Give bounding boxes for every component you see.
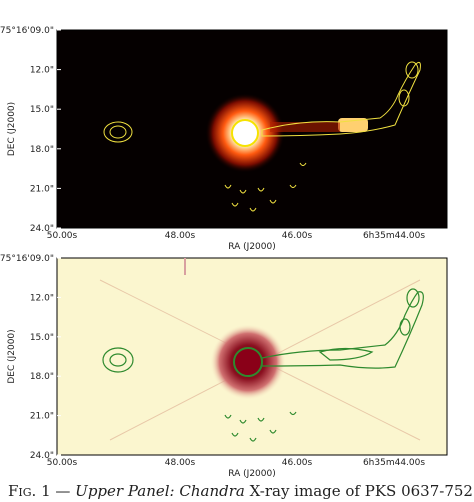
optical-image — [56, 257, 448, 456]
y-tick-label: 21.0" — [30, 184, 54, 194]
caption: Fig. 1 — Upper Panel: Chandra X-ray imag… — [8, 482, 474, 500]
caption-part: Upper Panel: — [75, 482, 175, 500]
y-tick-label: 12.0" — [30, 66, 54, 76]
y-tick-label: 18.0" — [30, 145, 54, 155]
y-axis-label: DEC (J2000) — [7, 329, 17, 383]
caption-part: Chandra — [179, 482, 245, 500]
y-tick-label: 12.0" — [30, 293, 54, 303]
x-tick-label: 50.00s — [47, 231, 78, 241]
y-tick-label: 18.0" — [30, 372, 54, 382]
caption-part: X-ray image of PKS 0637-752 — [244, 482, 473, 500]
y-tick-label: 21.0" — [30, 412, 54, 422]
x-axis-label: RA (J2000) — [228, 242, 276, 252]
xray-image — [56, 29, 448, 229]
figure: -75°16'09.0"12.0"15.0"18.0"21.0"24.0"50.… — [0, 26, 448, 479]
x-tick-label: 46.00s — [282, 458, 313, 468]
x-tick-label: 46.00s — [282, 231, 313, 241]
x-tick-label: 48.00s — [165, 231, 196, 241]
x-axis-label: RA (J2000) — [228, 469, 276, 479]
caption-part: Fig. 1 — [8, 482, 51, 500]
y-tick-label: 24.0" — [30, 451, 54, 461]
x-tick-label: 48.00s — [165, 458, 196, 468]
x-tick-label: 50.00s — [47, 458, 78, 468]
x-tick-label: 6h35m44.00s — [363, 231, 425, 241]
y-tick-label: -75°16'09.0" — [0, 26, 54, 36]
y-tick-label: 15.0" — [30, 105, 54, 115]
caption-part: — — [50, 482, 76, 500]
y-tick-label: 24.0" — [30, 224, 54, 234]
x-tick-label: 6h35m44.00s — [363, 458, 425, 468]
y-tick-label: 15.0" — [30, 333, 54, 343]
y-tick-label: -75°16'09.0" — [0, 254, 54, 264]
y-axis-label: DEC (J2000) — [7, 102, 17, 156]
